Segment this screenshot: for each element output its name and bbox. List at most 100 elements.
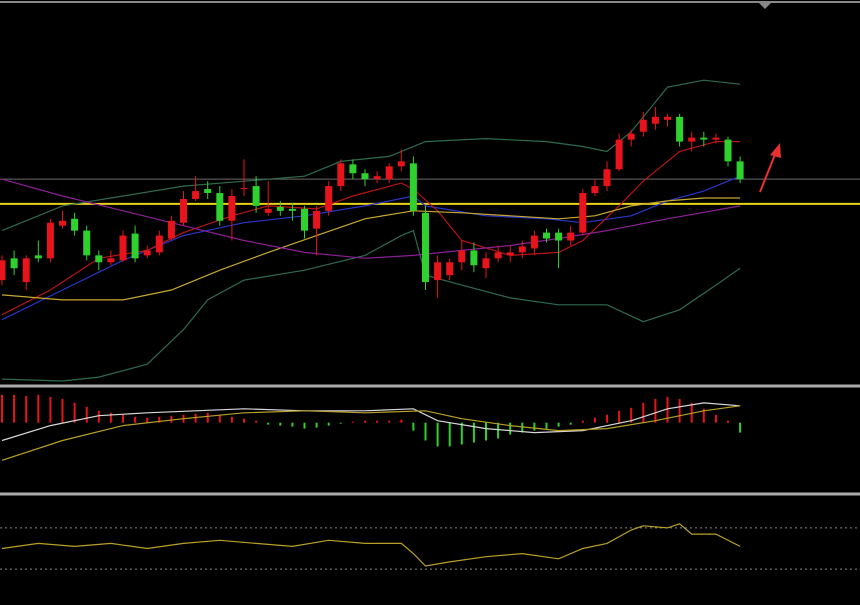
histogram-bar bbox=[85, 406, 88, 423]
candle-body bbox=[494, 252, 502, 259]
histogram-bar bbox=[412, 422, 415, 431]
candle-body bbox=[555, 232, 563, 241]
candle-body bbox=[724, 139, 732, 162]
histogram-bar bbox=[714, 414, 717, 423]
candle-body bbox=[458, 250, 466, 263]
histogram-bar bbox=[291, 422, 294, 427]
candle-body bbox=[676, 116, 684, 142]
candle-body bbox=[204, 189, 212, 194]
candle-body bbox=[530, 235, 538, 249]
histogram-bar bbox=[376, 420, 379, 423]
candle-body bbox=[301, 208, 308, 231]
histogram-bar bbox=[37, 394, 40, 423]
candle-body bbox=[71, 218, 79, 231]
indicator-line bbox=[1, 405, 741, 461]
candle-body bbox=[700, 137, 708, 140]
candle-body bbox=[167, 220, 175, 239]
candle-body bbox=[397, 161, 405, 167]
histogram-bar bbox=[702, 408, 705, 423]
histogram-bar bbox=[243, 418, 245, 423]
candle-body bbox=[337, 163, 345, 187]
histogram-bar bbox=[279, 422, 282, 426]
histogram-bar bbox=[509, 422, 512, 435]
histogram-bar bbox=[727, 420, 729, 423]
histogram-bar bbox=[739, 422, 742, 433]
histogram-bar bbox=[13, 394, 16, 423]
candle-body bbox=[434, 262, 442, 281]
histogram-bar bbox=[146, 417, 149, 423]
candle-body bbox=[34, 255, 42, 259]
histogram-bar bbox=[122, 414, 124, 423]
candle-body bbox=[349, 164, 357, 174]
histogram-bar bbox=[109, 412, 112, 423]
histogram-bar bbox=[170, 415, 173, 423]
histogram-bar bbox=[400, 419, 403, 423]
candle-body bbox=[409, 163, 417, 211]
candle-body bbox=[228, 196, 236, 221]
candle-body bbox=[422, 212, 429, 283]
candle-body bbox=[313, 210, 321, 229]
histogram-bar bbox=[388, 420, 391, 423]
candle-body bbox=[446, 262, 454, 276]
histogram-bar bbox=[158, 416, 161, 423]
histogram-bar bbox=[303, 422, 306, 429]
candle-body bbox=[192, 191, 200, 199]
indicator-line bbox=[1, 402, 741, 442]
histogram-bar bbox=[364, 420, 366, 423]
candle-body bbox=[107, 258, 115, 263]
histogram-bar bbox=[351, 421, 354, 423]
candle-body bbox=[506, 252, 514, 256]
histogram-bar bbox=[630, 407, 633, 423]
candle-body bbox=[639, 119, 647, 132]
overlay-line bbox=[1, 178, 741, 259]
candle-body bbox=[518, 246, 526, 253]
histogram-bar bbox=[678, 398, 681, 423]
overlay-line bbox=[1, 229, 741, 382]
candle-body bbox=[46, 222, 54, 259]
candle-body bbox=[579, 193, 587, 233]
histogram-bar bbox=[606, 414, 608, 423]
trend-arrow bbox=[759, 143, 781, 193]
candle-body bbox=[651, 116, 659, 124]
candle-body bbox=[240, 188, 248, 190]
histogram-bar bbox=[472, 422, 475, 443]
candle-body bbox=[470, 250, 478, 266]
histogram-bar bbox=[448, 422, 451, 447]
histogram-bar bbox=[61, 398, 64, 423]
histogram-bar bbox=[73, 402, 76, 423]
candle-body bbox=[143, 250, 151, 256]
candle-body bbox=[615, 139, 623, 170]
candle-body bbox=[83, 230, 91, 256]
histogram-bar bbox=[642, 402, 645, 423]
candle-body bbox=[288, 208, 296, 211]
candle-body bbox=[627, 133, 635, 140]
candle-body bbox=[712, 137, 720, 140]
candle-body bbox=[155, 235, 163, 253]
candle-body bbox=[482, 258, 490, 269]
histogram-bar bbox=[557, 422, 560, 427]
candle-body bbox=[59, 220, 66, 226]
histogram-bar bbox=[339, 422, 342, 424]
candle-body bbox=[567, 232, 575, 241]
histogram-bar bbox=[533, 422, 536, 431]
candle-body bbox=[264, 208, 272, 213]
histogram-bar bbox=[206, 412, 209, 423]
histogram-bar bbox=[134, 416, 137, 423]
candle-body bbox=[216, 193, 224, 221]
histogram-bar bbox=[497, 422, 500, 439]
candle-body bbox=[0, 260, 6, 281]
histogram-bar bbox=[593, 417, 596, 423]
histogram-bar bbox=[666, 396, 669, 423]
histogram-bar bbox=[25, 395, 28, 423]
candle-body bbox=[252, 186, 260, 206]
candle-body bbox=[22, 258, 30, 283]
histogram-bar bbox=[267, 422, 270, 425]
histogram-bar bbox=[49, 396, 52, 423]
scroll-marker[interactable] bbox=[759, 3, 771, 9]
histogram-bar bbox=[521, 422, 524, 433]
histogram-bar bbox=[436, 422, 439, 447]
histogram-bar bbox=[97, 410, 100, 423]
candle-body bbox=[736, 161, 744, 180]
candle-body bbox=[361, 173, 369, 180]
